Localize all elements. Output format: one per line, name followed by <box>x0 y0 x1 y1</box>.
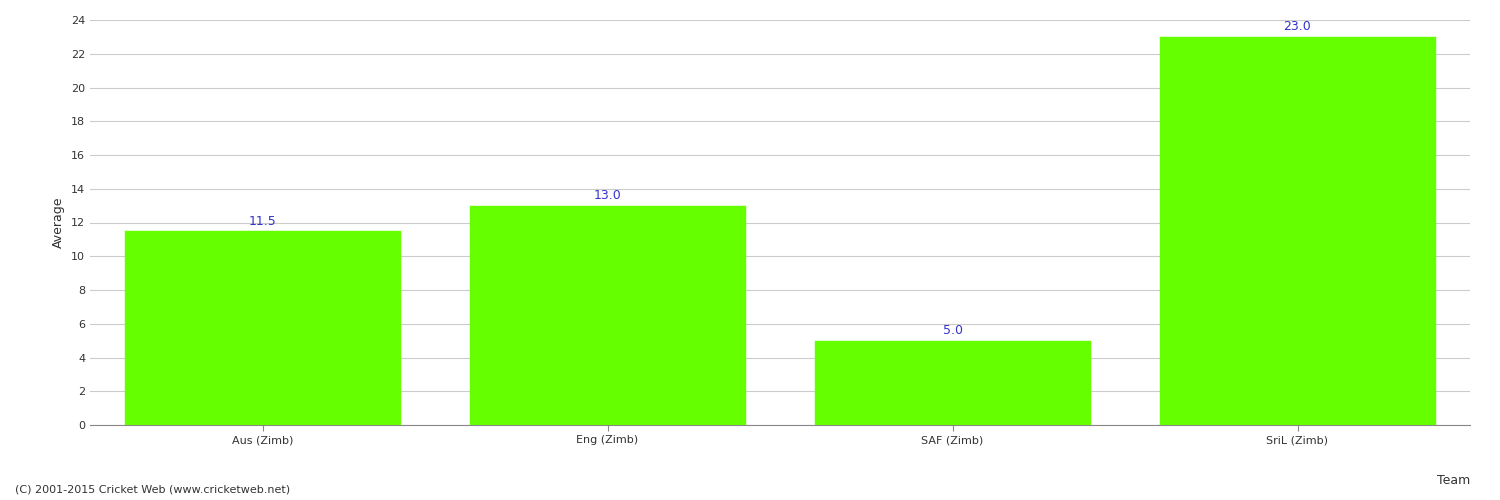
Text: 23.0: 23.0 <box>1284 20 1311 34</box>
Text: 11.5: 11.5 <box>249 214 276 228</box>
Bar <box>1160 37 1436 425</box>
Bar <box>124 231 400 425</box>
Text: (C) 2001-2015 Cricket Web (www.cricketweb.net): (C) 2001-2015 Cricket Web (www.cricketwe… <box>15 485 290 495</box>
Bar <box>470 206 746 425</box>
Text: 5.0: 5.0 <box>942 324 963 337</box>
Y-axis label: Average: Average <box>53 196 66 248</box>
Text: Team: Team <box>1437 474 1470 486</box>
Bar <box>815 340 1090 425</box>
Text: 13.0: 13.0 <box>594 189 621 202</box>
